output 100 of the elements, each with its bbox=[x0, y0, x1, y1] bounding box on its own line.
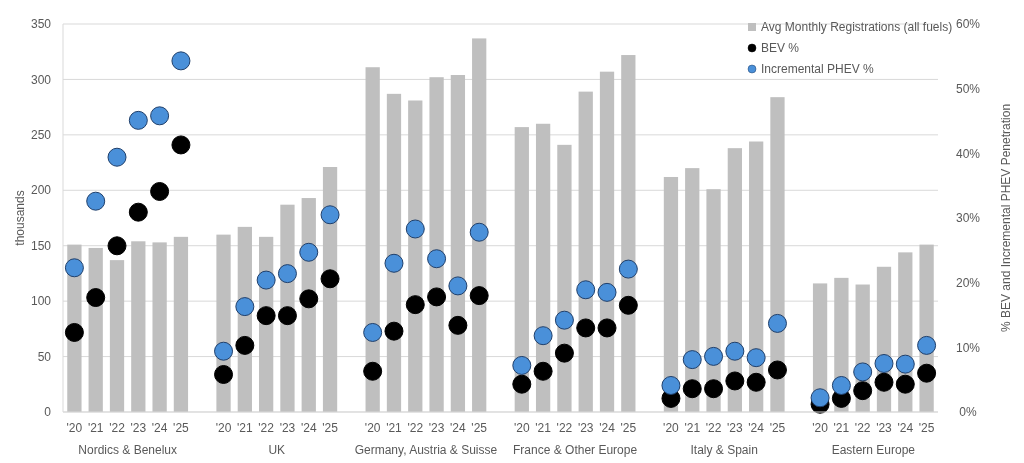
bar bbox=[131, 241, 146, 412]
x-tick-label: '21 bbox=[535, 421, 552, 435]
x-tick-label: '25 bbox=[769, 421, 786, 435]
bar bbox=[173, 236, 189, 412]
text: Nordics & Benelux bbox=[78, 443, 178, 457]
x-tick-label: '23 bbox=[876, 421, 893, 435]
point bbox=[171, 135, 191, 155]
text: UK bbox=[268, 443, 286, 457]
point bbox=[469, 222, 489, 242]
point bbox=[405, 295, 425, 315]
point bbox=[533, 361, 553, 381]
point bbox=[725, 371, 745, 391]
point bbox=[512, 374, 532, 394]
y2-tick-label: 60% bbox=[955, 17, 981, 32]
x-tick-label: '25 bbox=[918, 421, 935, 435]
x-tick-label: '22 bbox=[854, 421, 871, 435]
x-tick-label: '21 bbox=[684, 421, 701, 435]
point bbox=[448, 276, 468, 296]
x-tick-label: '20 bbox=[215, 421, 232, 435]
legend-label: Incremental PHEV % bbox=[761, 62, 875, 77]
point bbox=[384, 253, 404, 273]
x-tick-label: '21 bbox=[386, 421, 403, 435]
y2-tick-label: 0% bbox=[959, 405, 977, 420]
text: France & Other Europe bbox=[513, 443, 638, 457]
point bbox=[917, 335, 937, 355]
x-tick-label: '22 bbox=[109, 421, 126, 435]
bar bbox=[109, 260, 125, 412]
point bbox=[277, 306, 297, 326]
x-tick-label: '24 bbox=[897, 421, 914, 435]
y2-tick-label: 10% bbox=[955, 340, 981, 355]
x-tick-label: '22 bbox=[407, 421, 424, 435]
point bbox=[448, 315, 468, 335]
point bbox=[533, 326, 553, 346]
x-tick-label: '25 bbox=[322, 421, 339, 435]
point bbox=[554, 343, 574, 363]
point bbox=[107, 236, 127, 256]
point bbox=[320, 269, 340, 289]
point bbox=[512, 355, 532, 375]
x-tick-label: '22 bbox=[556, 421, 573, 435]
point bbox=[746, 372, 766, 392]
x-tick-label: '21 bbox=[237, 421, 253, 435]
y-tick-label: 200 bbox=[30, 183, 52, 198]
x-tick-label: '20 bbox=[66, 421, 83, 435]
point bbox=[86, 288, 106, 308]
point bbox=[363, 361, 383, 381]
y-tick-label: 150 bbox=[30, 238, 52, 253]
point bbox=[661, 375, 681, 395]
point bbox=[746, 348, 766, 368]
x-tick-label: '24 bbox=[748, 421, 765, 435]
y2-tick-label: 40% bbox=[955, 146, 981, 161]
point bbox=[64, 322, 84, 342]
x-tick-label: '21 bbox=[833, 421, 850, 435]
y2-tick-label: 20% bbox=[955, 275, 981, 290]
y-tick-label: 300 bbox=[30, 72, 52, 87]
x-tick-label: '21 bbox=[87, 421, 104, 435]
point bbox=[895, 374, 915, 394]
point bbox=[704, 379, 724, 399]
point bbox=[618, 295, 638, 315]
x-tick-label: '23 bbox=[727, 421, 743, 435]
y2-axis-title: % BEV and Incremental PHEV Penetration bbox=[999, 103, 1013, 333]
point bbox=[874, 354, 894, 373]
point bbox=[363, 322, 383, 342]
point bbox=[171, 51, 191, 71]
text: Germany, Austria & Suisse bbox=[354, 443, 498, 457]
x-tick-label: '24 bbox=[151, 421, 168, 435]
y-axis-title: thousands bbox=[13, 190, 27, 246]
x-tick-label: '20 bbox=[663, 421, 680, 435]
point bbox=[214, 341, 234, 361]
point bbox=[810, 388, 830, 408]
point bbox=[277, 264, 297, 284]
point bbox=[427, 287, 447, 307]
point bbox=[86, 191, 106, 211]
point bbox=[128, 202, 148, 222]
point bbox=[597, 318, 617, 338]
point bbox=[150, 106, 170, 126]
point bbox=[256, 270, 276, 290]
point bbox=[853, 362, 873, 382]
y-tick-label: 50 bbox=[37, 349, 52, 364]
text: Italy & Spain bbox=[690, 443, 758, 457]
point bbox=[682, 350, 702, 370]
point bbox=[150, 181, 170, 201]
point bbox=[704, 346, 724, 366]
point bbox=[917, 363, 937, 383]
x-tick-label: '24 bbox=[450, 421, 467, 435]
x-tick-label: '23 bbox=[130, 421, 147, 435]
y-tick-label: 250 bbox=[30, 128, 52, 143]
point bbox=[214, 364, 234, 384]
point bbox=[405, 219, 425, 239]
point bbox=[107, 147, 127, 167]
x-tick-label: '20 bbox=[513, 421, 530, 435]
point bbox=[299, 242, 319, 262]
point bbox=[427, 249, 447, 269]
point bbox=[767, 360, 787, 380]
point bbox=[64, 258, 84, 278]
point bbox=[597, 282, 617, 302]
point bbox=[554, 310, 574, 330]
legend-label: Avg Monthly Registrations (all fuels) bbox=[761, 20, 953, 35]
point bbox=[853, 381, 873, 401]
y-tick-label: 0 bbox=[44, 405, 52, 420]
point bbox=[128, 110, 148, 130]
